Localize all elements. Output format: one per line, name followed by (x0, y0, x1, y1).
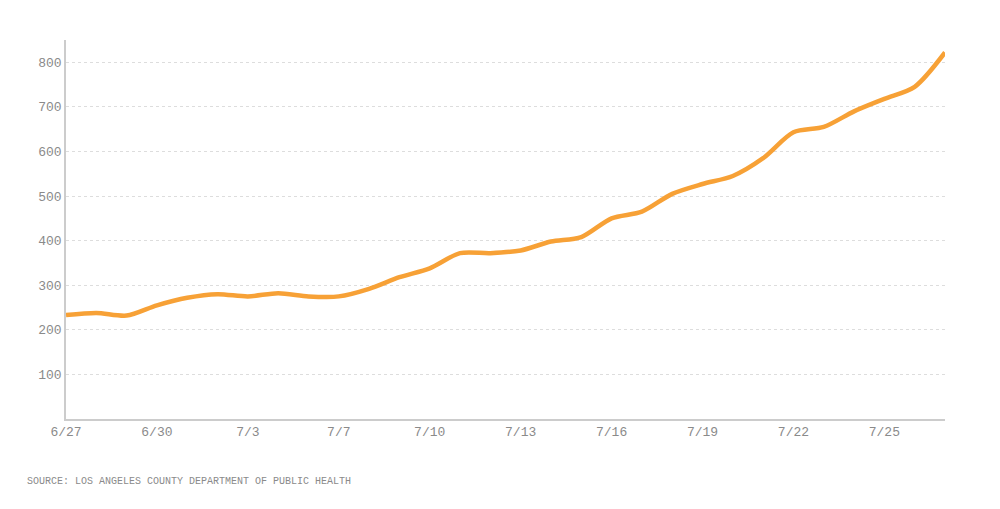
svg-text:7/16: 7/16 (596, 425, 627, 440)
svg-text:7/19: 7/19 (687, 425, 718, 440)
svg-text:400: 400 (38, 234, 61, 249)
svg-text:500: 500 (38, 190, 61, 205)
svg-text:7/10: 7/10 (414, 425, 445, 440)
svg-text:7/13: 7/13 (505, 425, 536, 440)
svg-text:6/30: 6/30 (141, 425, 172, 440)
svg-text:700: 700 (38, 100, 61, 115)
svg-text:600: 600 (38, 145, 61, 160)
svg-text:7/3: 7/3 (236, 425, 259, 440)
svg-text:800: 800 (38, 56, 61, 71)
svg-text:SOURCE: LOS ANGELES COUNTY DEP: SOURCE: LOS ANGELES COUNTY DEPARTMENT OF… (27, 476, 351, 487)
svg-text:7/7: 7/7 (327, 425, 350, 440)
svg-text:7/22: 7/22 (778, 425, 809, 440)
svg-text:7/25: 7/25 (869, 425, 900, 440)
svg-text:100: 100 (38, 368, 61, 383)
svg-text:300: 300 (38, 279, 61, 294)
svg-text:200: 200 (38, 323, 61, 338)
svg-text:6/27: 6/27 (50, 425, 81, 440)
